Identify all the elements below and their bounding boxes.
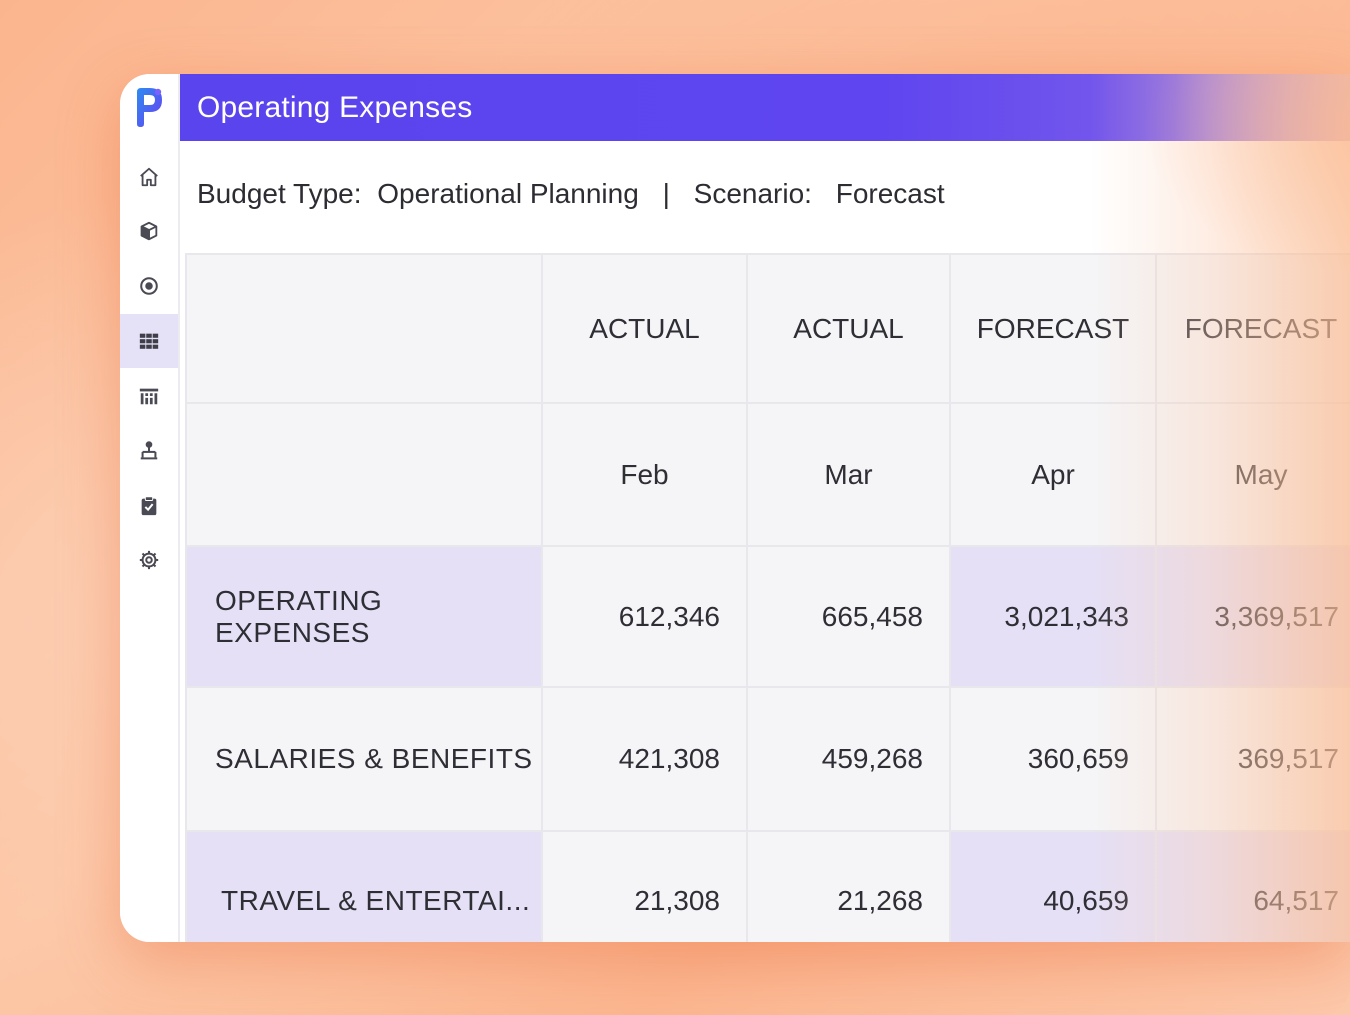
table-cell[interactable]: 612,346 <box>541 545 748 688</box>
building-icon <box>139 388 159 405</box>
scenario-value[interactable]: Forecast <box>835 178 945 209</box>
table-row[interactable]: SALARIES & BENEFITS 421,308 459,268 360,… <box>185 686 1350 832</box>
column-type-header[interactable]: FORECAST <box>1155 253 1350 404</box>
sidebar-item-goals[interactable] <box>120 259 178 313</box>
column-type-header[interactable]: ACTUAL <box>746 253 951 404</box>
home-icon <box>140 167 158 187</box>
table-corner-cell <box>185 402 543 547</box>
table-cell[interactable]: 360,659 <box>949 686 1157 832</box>
hierarchy-icon <box>140 441 158 460</box>
row-label[interactable]: SALARIES & BENEFITS <box>185 686 543 832</box>
scenario-label: Scenario: <box>693 178 812 209</box>
cube-icon <box>140 221 158 241</box>
sidebar <box>120 74 180 942</box>
sidebar-item-planning[interactable] <box>120 314 178 368</box>
table-cell[interactable]: 369,517 <box>1155 686 1350 832</box>
table-row[interactable]: OPERATING EXPENSES 612,346 665,458 3,021… <box>185 545 1350 688</box>
table-cell[interactable]: 21,308 <box>541 830 748 942</box>
grid-icon <box>139 333 159 349</box>
column-type-header[interactable]: FORECAST <box>949 253 1157 404</box>
budget-context: Budget Type: Operational Planning | Scen… <box>197 178 945 210</box>
column-month-header[interactable]: Feb <box>541 402 748 547</box>
sidebar-item-home[interactable] <box>120 150 178 204</box>
table-header-row-types: ACTUAL ACTUAL FORECAST FORECAST <box>185 253 1350 404</box>
column-month-header[interactable]: Apr <box>949 402 1157 547</box>
column-type-header[interactable]: ACTUAL <box>541 253 748 404</box>
sidebar-item-settings[interactable] <box>120 533 178 587</box>
table-header-row-months: Feb Mar Apr May <box>185 402 1350 547</box>
table-cell[interactable]: 21,268 <box>746 830 951 942</box>
table-cell[interactable]: 459,268 <box>746 686 951 832</box>
table-cell[interactable]: 421,308 <box>541 686 748 832</box>
sidebar-item-tasks[interactable] <box>120 479 178 533</box>
table-row[interactable]: TRAVEL & ENTERTAI... 21,308 21,268 40,65… <box>185 830 1350 942</box>
context-separator: | <box>662 178 670 209</box>
table-cell[interactable]: 64,517 <box>1155 830 1350 942</box>
table-cell[interactable]: 40,659 <box>949 830 1157 942</box>
column-month-header[interactable]: May <box>1155 402 1350 547</box>
page-header: Operating Expenses <box>180 74 1350 141</box>
column-month-header[interactable]: Mar <box>746 402 951 547</box>
sidebar-item-hierarchy[interactable] <box>120 424 178 478</box>
table-cell[interactable]: 3,021,343 <box>949 545 1157 688</box>
table-cell[interactable]: 665,458 <box>746 545 951 688</box>
table-corner-cell <box>185 253 543 404</box>
budget-type-value[interactable]: Operational Planning <box>377 178 639 209</box>
sidebar-item-products[interactable] <box>120 204 178 258</box>
sidebar-item-organization[interactable] <box>120 369 178 423</box>
app-window: Operating Expenses Budget Type: Operatio… <box>120 74 1350 942</box>
row-label[interactable]: TRAVEL & ENTERTAI... <box>185 830 543 942</box>
page-title: Operating Expenses <box>197 90 473 124</box>
app-logo <box>137 88 162 127</box>
gear-icon <box>139 550 159 570</box>
budget-type-label: Budget Type: <box>197 178 362 209</box>
table-cell[interactable]: 3,369,517 <box>1155 545 1350 688</box>
target-icon <box>140 277 158 295</box>
expenses-table: ACTUAL ACTUAL FORECAST FORECAST Feb Mar … <box>185 253 1350 942</box>
row-label[interactable]: OPERATING EXPENSES <box>185 545 543 688</box>
clipboard-check-icon <box>141 496 157 516</box>
